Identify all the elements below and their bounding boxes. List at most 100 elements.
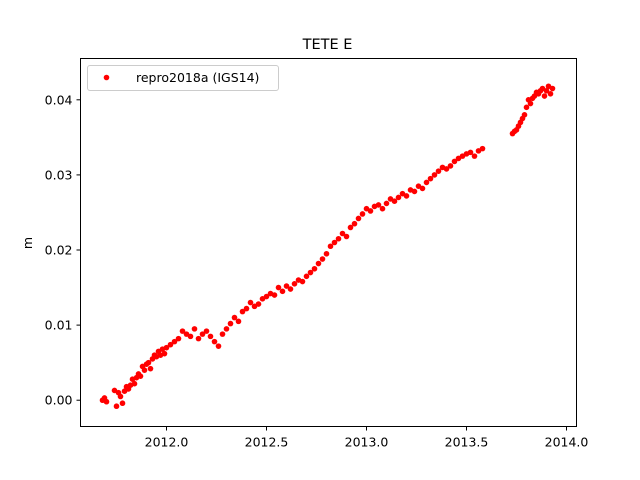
data-point: [443, 166, 450, 172]
data-point: [227, 320, 234, 327]
data-point: [431, 172, 438, 178]
data-point: [327, 243, 334, 250]
x-tick-label: 2014.0: [545, 435, 589, 450]
data-point: [223, 326, 230, 332]
data-point: [275, 284, 282, 291]
data-point: [207, 333, 214, 340]
data-points-layer: [99, 83, 556, 410]
y-axis: 0.00 0.01 0.02 0.03 0.04: [45, 92, 81, 408]
data-point: [199, 331, 206, 337]
data-point: [211, 338, 218, 345]
data-point: [215, 343, 222, 349]
data-point: [359, 211, 366, 217]
data-point: [323, 250, 330, 257]
data-point: [523, 104, 530, 111]
x-tick-label: 2013.0: [345, 435, 389, 450]
data-point: [395, 194, 402, 201]
data-point: [203, 328, 210, 334]
x-tick-label: 2012.0: [145, 435, 189, 450]
data-point: [549, 85, 556, 92]
data-point: [343, 233, 350, 240]
data-point: [145, 359, 152, 366]
data-point: [263, 293, 270, 300]
data-point: [547, 91, 554, 97]
data-point: [191, 326, 198, 332]
data-point: [161, 350, 168, 357]
data-point: [479, 145, 486, 152]
data-point: [419, 185, 426, 192]
data-point: [175, 335, 182, 342]
data-point: [167, 341, 174, 348]
data-point: [351, 220, 358, 227]
data-point: [195, 335, 202, 342]
x-axis: 2012.0 2012.5 2013.0 2013.5 2014.0: [145, 426, 589, 450]
data-point: [103, 398, 110, 405]
y-tick-label: 0.04: [45, 92, 73, 107]
data-point: [279, 288, 286, 295]
legend-box: [87, 65, 279, 91]
data-point: [287, 286, 294, 292]
data-point: [471, 153, 478, 159]
data-point: [255, 301, 262, 307]
data-point: [235, 318, 242, 325]
data-point: [355, 215, 362, 222]
legend-label: repro2018a (IGS14): [136, 70, 259, 85]
plot-area-frame: [80, 58, 577, 427]
data-point: [291, 281, 298, 287]
data-point: [335, 235, 342, 242]
data-point: [467, 149, 474, 156]
data-point: [243, 305, 250, 312]
data-point: [119, 400, 126, 407]
data-point: [147, 365, 154, 372]
data-point: [427, 175, 434, 182]
data-point: [311, 265, 318, 272]
data-point: [179, 328, 186, 334]
data-point: [541, 93, 548, 99]
data-point: [319, 256, 326, 262]
y-tick-label: 0.01: [45, 318, 73, 333]
data-point: [379, 205, 386, 212]
data-point: [141, 367, 148, 373]
data-point: [543, 87, 550, 94]
data-point: [347, 224, 354, 231]
y-axis-label: m: [20, 237, 35, 249]
data-point: [187, 333, 194, 340]
legend-marker: [103, 74, 110, 81]
data-point: [307, 269, 314, 276]
data-point: [219, 331, 226, 337]
data-point: [283, 283, 290, 289]
data-point: [403, 193, 410, 199]
data-point: [451, 158, 458, 165]
x-tick-label: 2012.5: [245, 435, 289, 450]
data-point: [367, 208, 374, 214]
data-point: [113, 403, 120, 410]
data-point: [331, 239, 338, 246]
y-tick-label: 0.00: [45, 393, 73, 408]
y-tick-label: 0.03: [45, 167, 73, 182]
data-point: [247, 299, 254, 306]
data-point: [171, 338, 178, 345]
data-point: [299, 278, 306, 285]
data-point: [435, 168, 442, 174]
data-point: [231, 314, 238, 321]
data-point: [271, 292, 278, 298]
y-tick-label: 0.02: [45, 243, 73, 258]
data-point: [339, 230, 346, 237]
data-point: [411, 188, 418, 195]
data-point: [423, 179, 430, 186]
data-point: [527, 100, 534, 107]
legend: repro2018a (IGS14): [87, 65, 279, 91]
data-point: [117, 393, 124, 400]
data-point: [137, 373, 144, 379]
data-point: [163, 344, 170, 351]
chart-title: TETE E: [302, 37, 353, 53]
data-point: [131, 380, 138, 387]
data-point: [375, 202, 382, 208]
data-point: [521, 112, 528, 118]
data-point: [391, 198, 398, 204]
x-tick-label: 2013.5: [445, 435, 489, 450]
data-point: [239, 308, 246, 315]
data-point: [383, 200, 390, 207]
data-point: [447, 163, 454, 169]
